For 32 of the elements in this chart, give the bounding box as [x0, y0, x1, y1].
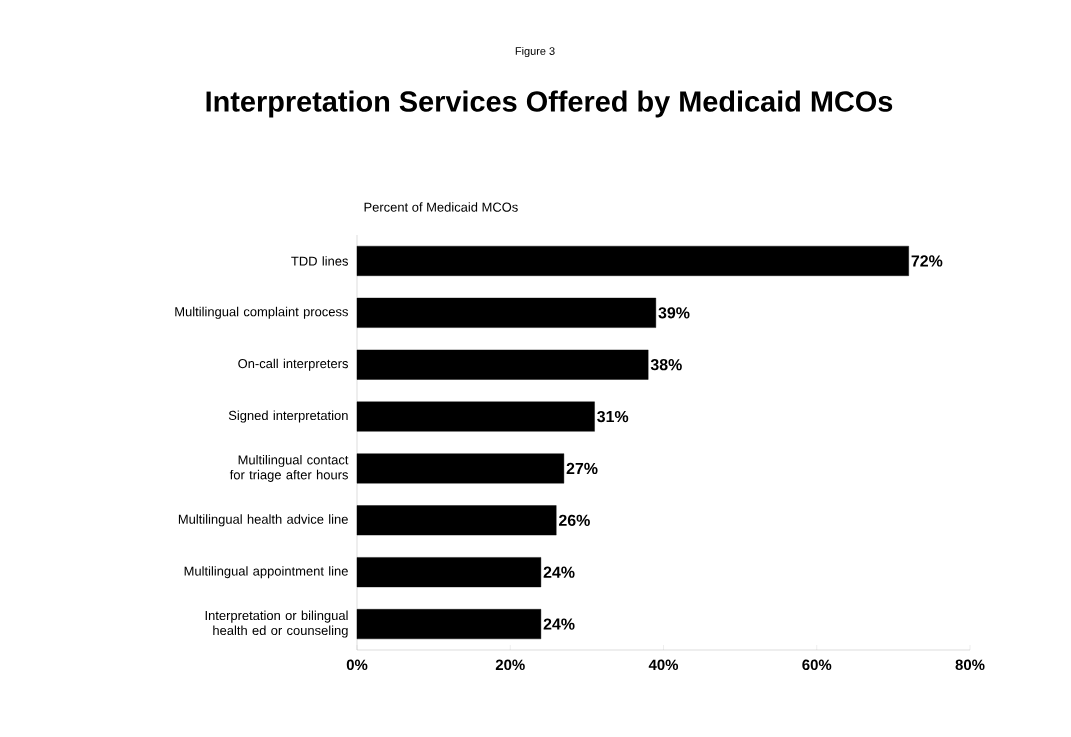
data-label: 24% [543, 566, 575, 578]
x-tick-label: 20% [495, 659, 525, 671]
y-tick-label: Signed interpretation [228, 410, 348, 423]
data-label: 31% [597, 410, 629, 423]
y-tick-label: On-call interpreters [238, 358, 348, 371]
y-tick-label: Multilingual appointment line [184, 566, 348, 579]
chart-subtitle: Figure 3 [515, 46, 555, 58]
bar [356, 401, 595, 432]
y-tick-label: Interpretation or bilingual health ed or counseling [205, 610, 348, 638]
x-axis-title: Percent of Medicaid MCOs [364, 202, 518, 212]
y-tick-label: Multilingual health advice line [178, 514, 348, 527]
bar [356, 349, 649, 380]
x-tick-label: 60% [802, 659, 832, 671]
bar [356, 609, 542, 640]
chart-title: Interpretation Services Offered by Medicaid MCOs [206, 90, 893, 118]
data-label: 72% [911, 255, 943, 267]
y-tick-label: Multilingual contact for triage after hours [229, 454, 349, 482]
data-label: 24% [543, 618, 575, 630]
bar [356, 297, 657, 328]
y-tick-label: TDD lines [291, 256, 348, 266]
bar [356, 505, 557, 536]
data-label: 39% [658, 307, 690, 319]
bar [356, 453, 565, 484]
data-label: 38% [650, 359, 682, 371]
x-tick-label: 0% [346, 659, 368, 671]
bar [356, 557, 542, 588]
data-label: 26% [558, 514, 590, 526]
x-tick-label: 40% [648, 659, 679, 671]
data-label: 27% [566, 462, 598, 475]
bar [356, 245, 909, 276]
y-tick-label: Multilingual complaint process [175, 306, 348, 319]
x-tick-label: 80% [955, 659, 985, 671]
